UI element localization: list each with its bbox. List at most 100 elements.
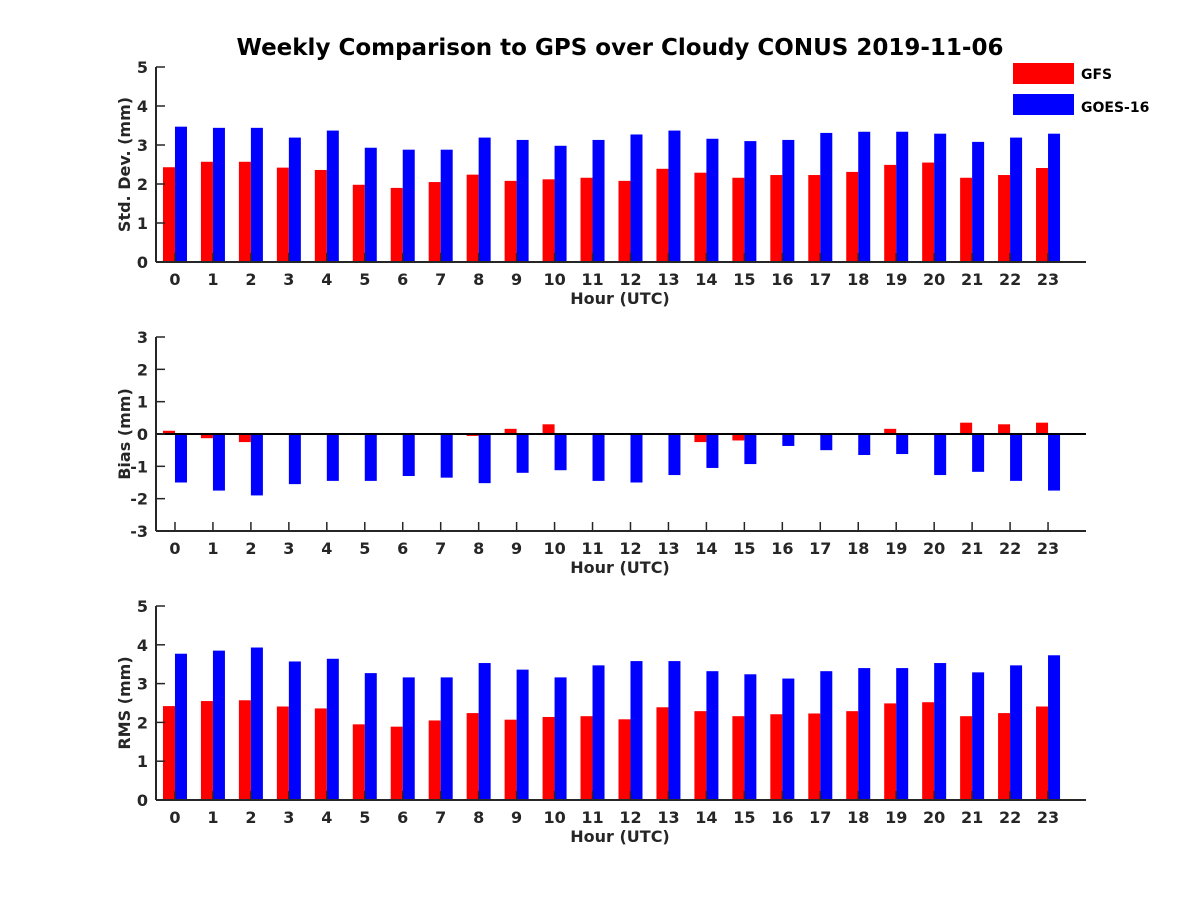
legend: GFS GOES-16 xyxy=(1013,63,1149,116)
bias-bar-gfs-0 xyxy=(162,430,175,434)
bias-bar-goes16-11 xyxy=(592,434,605,481)
bias-x-tick-label: 10 xyxy=(543,539,565,558)
bias-bar-gfs-9 xyxy=(504,428,517,434)
bias-bar-gfs-21 xyxy=(960,422,973,434)
bias-bar-gfs-10 xyxy=(542,424,555,434)
rms-bar-goes16-4 xyxy=(326,658,339,800)
std-dev-bar-gfs-5 xyxy=(352,184,365,262)
bias-bar-goes16-16 xyxy=(782,434,795,446)
rms-x-tick-label: 22 xyxy=(999,808,1021,827)
bias-bar-goes16-14 xyxy=(706,434,719,468)
rms-bar-gfs-2 xyxy=(238,700,251,800)
bias-bar-gfs-2 xyxy=(238,434,251,443)
bias-bar-goes16-2 xyxy=(250,434,263,496)
rms-bar-goes16-20 xyxy=(934,663,947,800)
std-dev-x-tick-label: 0 xyxy=(169,270,180,289)
bias-x-tick-label: 6 xyxy=(397,539,408,558)
std-dev-bar-gfs-22 xyxy=(998,175,1011,262)
rms-x-tick-label: 16 xyxy=(771,808,793,827)
std-dev-bar-gfs-17 xyxy=(808,175,821,262)
rms-bar-goes16-9 xyxy=(516,669,529,800)
rms-bar-goes16-15 xyxy=(744,674,757,800)
bias-x-tick-label: 1 xyxy=(207,539,218,558)
bias-bar-goes16-10 xyxy=(554,434,567,471)
std-dev-bar-goes16-15 xyxy=(744,141,757,262)
bias-bar-gfs-22 xyxy=(998,424,1011,434)
bias-x-tick-label: 7 xyxy=(435,539,446,558)
bias-y-tick-label: 2 xyxy=(137,360,148,379)
bias-bar-goes16-12 xyxy=(630,434,643,483)
bias-x-tick-label: 9 xyxy=(511,539,522,558)
rms-x-tick-label: 10 xyxy=(543,808,565,827)
std-dev-bar-gfs-9 xyxy=(504,180,517,262)
rms-x-tick-label: 20 xyxy=(923,808,945,827)
std-dev-bar-goes16-12 xyxy=(630,134,643,262)
bias-bar-goes16-0 xyxy=(174,434,187,483)
std-dev-bar-goes16-20 xyxy=(934,133,947,262)
std-dev-y-tick-label: 2 xyxy=(137,175,148,194)
rms-bar-gfs-8 xyxy=(466,713,479,800)
std-dev-x-tick-label: 14 xyxy=(695,270,717,289)
std-dev-bar-goes16-6 xyxy=(402,149,415,262)
rms-bar-goes16-23 xyxy=(1048,655,1061,800)
bias-y-tick-label: -2 xyxy=(130,490,148,509)
rms-bar-goes16-0 xyxy=(174,653,187,800)
std-dev-x-tick-label: 17 xyxy=(809,270,831,289)
rms-x-tick-label: 23 xyxy=(1037,808,1059,827)
rms-bar-gfs-5 xyxy=(352,724,365,800)
bias-bar-gfs-23 xyxy=(1036,422,1049,434)
bias-y-axis-label: Bias (mm) xyxy=(115,388,134,480)
std-dev-bar-goes16-3 xyxy=(288,137,301,262)
rms-x-tick-label: 3 xyxy=(283,808,294,827)
std-dev-bar-gfs-20 xyxy=(922,162,935,262)
std-dev-x-tick-label: 21 xyxy=(961,270,983,289)
bias-x-tick-label: 23 xyxy=(1037,539,1059,558)
rms-bar-goes16-1 xyxy=(212,650,225,800)
rms-bar-goes16-14 xyxy=(706,671,719,800)
bias-bar-gfs-15 xyxy=(732,434,745,441)
std-dev-bar-gfs-6 xyxy=(390,187,403,262)
std-dev-bar-gfs-23 xyxy=(1036,168,1049,262)
bias-y-tick-label: 0 xyxy=(137,425,148,444)
bias-bar-gfs-14 xyxy=(694,434,707,443)
bias-bar-goes16-20 xyxy=(934,434,947,476)
bias-x-tick-label: 21 xyxy=(961,539,983,558)
rms-y-tick-label: 4 xyxy=(137,636,148,655)
std-dev-x-axis-label: Hour (UTC) xyxy=(570,289,670,308)
std-dev-x-tick-label: 20 xyxy=(923,270,945,289)
bias-y-tick-label: -1 xyxy=(130,457,148,476)
bias-x-tick-label: 12 xyxy=(619,539,641,558)
rms-bar-gfs-11 xyxy=(580,716,593,800)
rms-bar-gfs-22 xyxy=(998,713,1011,800)
std-dev-x-tick-label: 5 xyxy=(359,270,370,289)
std-dev-y-tick-label: 4 xyxy=(137,97,148,116)
std-dev-x-tick-label: 22 xyxy=(999,270,1021,289)
std-dev-x-tick-label: 19 xyxy=(885,270,907,289)
rms-y-tick-label: 2 xyxy=(137,713,148,732)
std-dev-bar-gfs-13 xyxy=(656,168,669,262)
std-dev-x-tick-label: 6 xyxy=(397,270,408,289)
rms-bar-goes16-6 xyxy=(402,677,415,800)
rms-bar-gfs-23 xyxy=(1036,706,1049,800)
rms-bar-goes16-17 xyxy=(820,671,833,800)
rms-bar-gfs-17 xyxy=(808,713,821,800)
rms-bar-gfs-6 xyxy=(390,726,403,800)
rms-bar-gfs-10 xyxy=(542,716,555,800)
std-dev-x-tick-label: 16 xyxy=(771,270,793,289)
rms-x-tick-label: 11 xyxy=(581,808,603,827)
std-dev-bar-goes16-8 xyxy=(478,137,491,262)
rms-bar-gfs-16 xyxy=(770,714,783,800)
rms-x-tick-label: 2 xyxy=(245,808,256,827)
std-dev-bar-gfs-19 xyxy=(884,164,897,262)
bias-x-tick-label: 8 xyxy=(473,539,484,558)
bias-x-tick-label: 20 xyxy=(923,539,945,558)
rms-x-tick-label: 12 xyxy=(619,808,641,827)
rms-x-tick-label: 15 xyxy=(733,808,755,827)
bias-x-tick-label: 16 xyxy=(771,539,793,558)
bias-bar-goes16-4 xyxy=(326,434,339,481)
rms-bar-gfs-15 xyxy=(732,716,745,800)
std-dev-bar-goes16-7 xyxy=(440,149,453,262)
std-dev-y-axis-label: Std. Dev. (mm) xyxy=(115,97,134,232)
rms-bar-gfs-4 xyxy=(314,708,327,800)
bias-x-tick-label: 3 xyxy=(283,539,294,558)
